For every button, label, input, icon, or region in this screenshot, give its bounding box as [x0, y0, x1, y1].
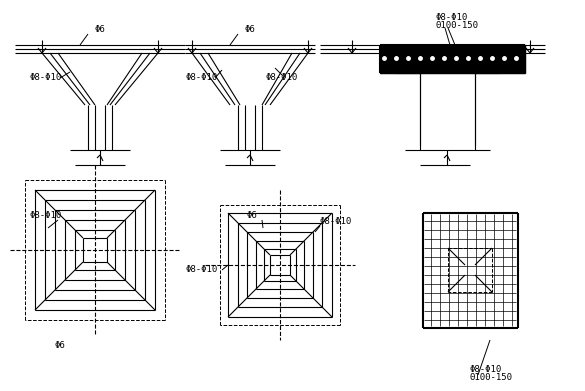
Text: Θ100-150: Θ100-150 — [435, 22, 478, 30]
Text: Φ8-Φ10: Φ8-Φ10 — [265, 74, 297, 83]
Text: Φ6: Φ6 — [54, 341, 66, 350]
Text: Φ8-Φ10: Φ8-Φ10 — [30, 210, 62, 219]
Text: Φ8-Φ10: Φ8-Φ10 — [435, 14, 467, 23]
Text: Θ100-150: Θ100-150 — [470, 373, 513, 382]
Text: Φ8-Φ10: Φ8-Φ10 — [320, 217, 352, 226]
Text: Φ6: Φ6 — [247, 210, 257, 219]
Text: Φ6: Φ6 — [245, 25, 256, 34]
Text: Φ8-Φ10: Φ8-Φ10 — [185, 74, 217, 83]
Text: Φ6: Φ6 — [95, 25, 105, 34]
Text: Φ8-Φ10: Φ8-Φ10 — [470, 366, 503, 375]
Text: Φ8-Φ10: Φ8-Φ10 — [30, 74, 62, 83]
Polygon shape — [380, 45, 525, 73]
Text: Φ8-Φ10: Φ8-Φ10 — [186, 265, 218, 274]
